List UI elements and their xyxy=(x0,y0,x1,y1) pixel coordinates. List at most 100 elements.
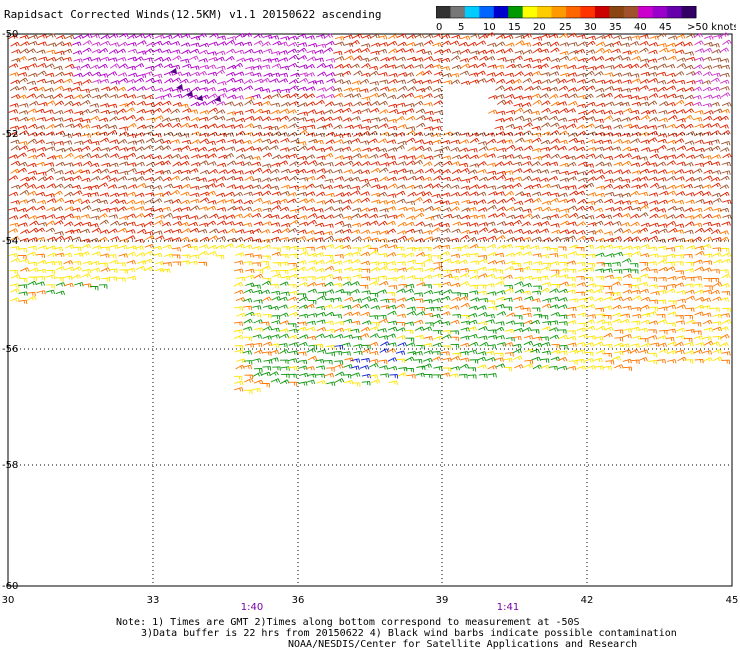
wind-barb xyxy=(388,380,399,385)
wind-barb xyxy=(334,56,345,61)
wind-barb xyxy=(107,71,118,76)
wind-barb xyxy=(164,87,174,92)
wind-barb xyxy=(504,328,515,334)
wind-barb xyxy=(423,289,434,295)
wind-barb xyxy=(638,183,649,188)
wind-barb xyxy=(35,139,45,145)
wind-barb xyxy=(460,178,471,184)
colorbar-tick-label: 0 xyxy=(436,22,442,33)
wind-barb xyxy=(317,291,327,296)
wind-barb xyxy=(306,169,317,174)
wind-barb xyxy=(98,199,109,205)
wind-barb xyxy=(91,146,102,152)
wind-barb xyxy=(441,311,451,316)
wind-barb xyxy=(225,198,235,204)
wind-barb xyxy=(433,100,444,106)
wind-barb xyxy=(675,320,685,325)
wind-barb xyxy=(584,244,595,249)
wind-barb xyxy=(566,289,576,294)
wind-barb xyxy=(387,298,396,304)
wind-barb xyxy=(89,223,99,228)
wind-barb xyxy=(541,191,552,196)
wind-barb xyxy=(648,329,657,334)
wind-barb xyxy=(647,125,658,130)
wind-barb xyxy=(674,199,685,205)
wind-barb xyxy=(361,161,371,167)
wind-barb xyxy=(503,274,513,279)
wind-barb xyxy=(423,33,434,39)
wind-barb xyxy=(478,373,488,379)
wind-barb xyxy=(81,238,91,243)
wind-barb xyxy=(612,212,623,218)
wind-barb xyxy=(197,228,208,234)
wind-barb xyxy=(261,138,272,143)
wind-barb xyxy=(163,34,173,40)
wind-barb xyxy=(513,228,524,234)
wind-barb xyxy=(10,297,20,302)
wind-barb xyxy=(450,366,461,371)
wind-barb xyxy=(127,168,137,173)
wind-barb xyxy=(296,168,307,174)
wind-barb xyxy=(299,160,309,166)
wind-barb xyxy=(253,33,263,39)
latitude-label: -50 xyxy=(2,29,18,40)
wind-barb xyxy=(208,41,219,46)
wind-barb xyxy=(586,253,596,259)
wind-barb xyxy=(423,373,433,379)
wind-barb xyxy=(288,373,297,379)
wind-barb xyxy=(162,108,172,114)
wind-barb xyxy=(487,42,497,47)
wind-barb xyxy=(110,220,120,226)
wind-barb xyxy=(622,289,633,294)
wind-barb xyxy=(504,191,515,197)
wind-barb xyxy=(126,229,136,234)
wind-barb xyxy=(710,341,721,346)
wind-barb xyxy=(26,206,37,212)
wind-barb xyxy=(35,161,46,167)
wind-barb xyxy=(703,200,713,205)
wind-barb xyxy=(37,222,48,227)
longitude-label: 39 xyxy=(436,595,449,606)
wind-barb xyxy=(326,351,336,357)
wind-barb xyxy=(702,336,712,341)
wind-barb xyxy=(297,86,308,91)
wind-barb xyxy=(253,167,263,173)
wind-barb xyxy=(649,299,659,304)
wind-barb xyxy=(380,341,390,347)
wind-barb xyxy=(613,251,624,257)
wind-barb xyxy=(386,206,397,211)
wind-barb xyxy=(641,147,651,152)
wind-barb xyxy=(539,275,549,280)
wind-barb xyxy=(244,229,255,235)
wind-barb xyxy=(360,207,370,212)
wind-barb xyxy=(27,245,37,251)
wind-barb xyxy=(603,231,614,236)
wind-barb xyxy=(388,285,398,290)
wind-barb xyxy=(342,373,352,379)
wind-barb xyxy=(191,154,201,159)
wind-barb xyxy=(719,342,729,347)
wind-barb xyxy=(316,155,326,160)
wind-barb xyxy=(578,110,588,116)
wind-barb xyxy=(125,206,136,211)
wind-barb xyxy=(44,109,54,114)
wind-barb xyxy=(314,49,325,54)
wind-barb xyxy=(333,268,343,274)
wind-barb xyxy=(396,288,406,293)
wind-barb xyxy=(685,261,695,267)
wind-barb xyxy=(550,207,560,213)
wind-barb xyxy=(289,185,300,190)
wind-barb xyxy=(279,206,290,212)
wind-barb xyxy=(65,63,75,69)
wind-barb xyxy=(587,66,597,71)
wind-barb xyxy=(531,269,541,274)
wind-barb xyxy=(270,177,280,182)
wind-barb xyxy=(279,333,290,338)
colorbar-swatch xyxy=(609,6,625,18)
wind-barb xyxy=(126,235,136,240)
wind-barb xyxy=(92,245,102,250)
wind-barb xyxy=(378,200,389,205)
wind-barb xyxy=(684,169,694,174)
wind-barb xyxy=(379,86,390,91)
wind-barb xyxy=(343,252,354,257)
